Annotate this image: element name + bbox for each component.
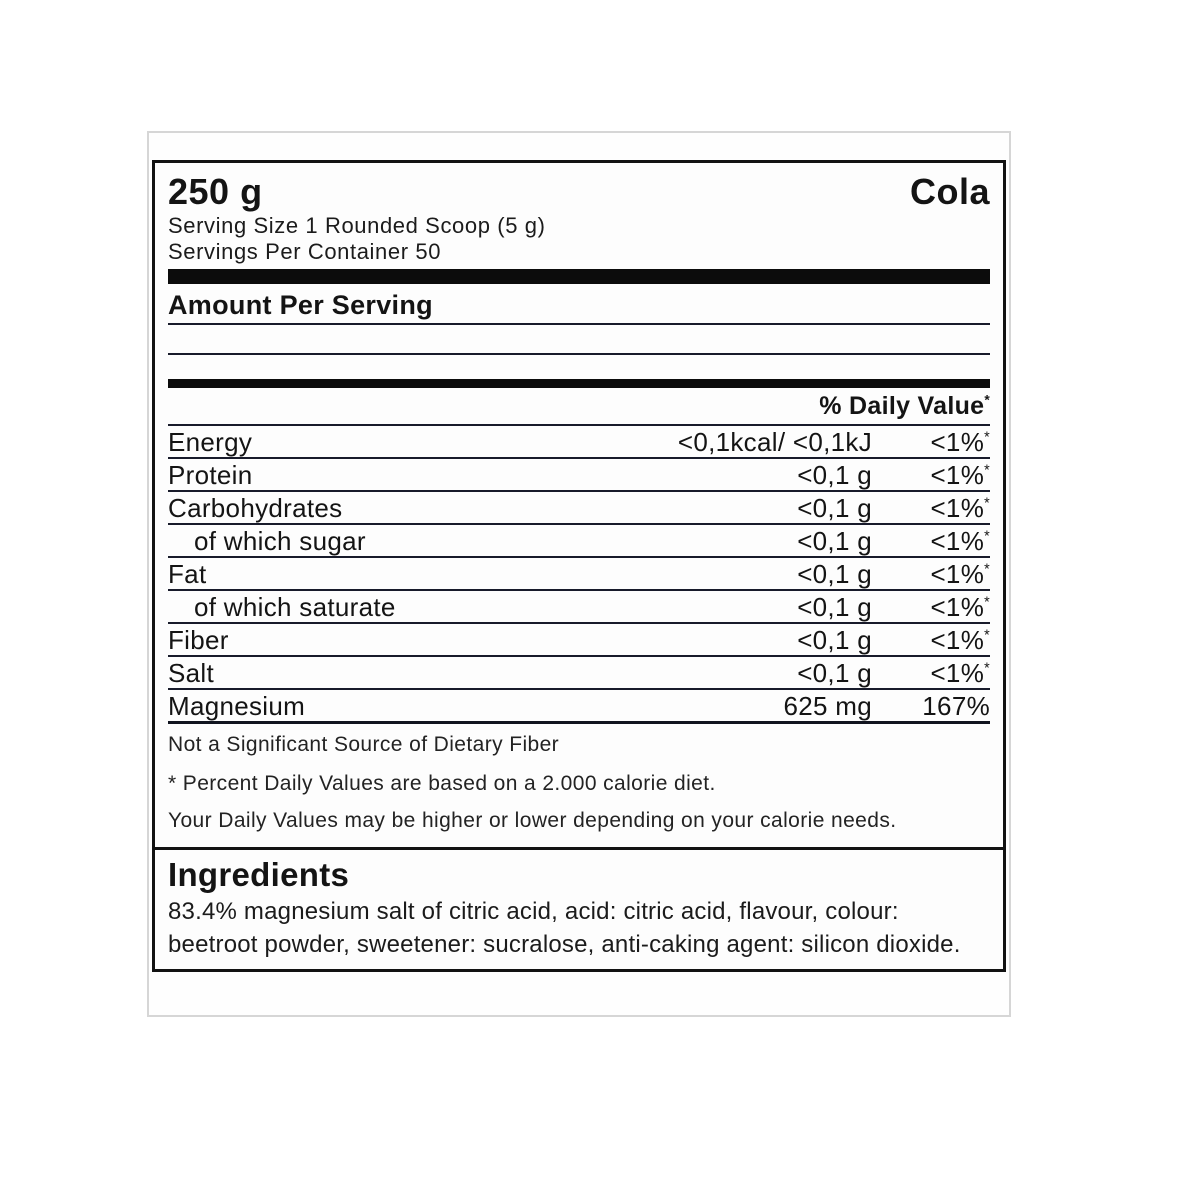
nutrient-amount: <0,1 g [797, 526, 872, 556]
daily-value-asterisk: * [984, 594, 990, 611]
nutrient-amount: <0,1 g [797, 625, 872, 655]
nutrition-facts-panel: 250 g Cola Serving Size 1 Rounded Scoop … [152, 160, 1006, 850]
nutrient-amount: <0,1kcal/ <0,1kJ [677, 427, 872, 457]
nutrient-row: Fiber <0,1 g <1%* [168, 624, 990, 657]
nutrient-row: of which saturate <0,1 g <1%* [168, 591, 990, 624]
ingredients-heading: Ingredients [168, 856, 350, 893]
nutrient-row: Energy <0,1kcal/ <0,1kJ <1%* [168, 426, 990, 459]
nutrient-daily-value: <1%* [930, 460, 990, 490]
empty-row-2 [168, 355, 990, 379]
nutrient-daily-value: <1%* [930, 658, 990, 688]
nutrient-row: Magnesium 625 mg 167% [168, 690, 990, 724]
nutrient-name: Energy [168, 427, 253, 457]
net-weight: 250 g [168, 171, 263, 212]
divider-bar-medium [168, 379, 990, 388]
nutrient-amount: <0,1 g [797, 592, 872, 622]
daily-value-asterisk: * [984, 561, 990, 578]
nutrient-amount: <0,1 g [797, 658, 872, 688]
panel-header: 250 g Cola [168, 171, 990, 213]
nutrient-row: of which sugar <0,1 g <1%* [168, 525, 990, 558]
daily-value-asterisk: * [984, 627, 990, 644]
nutrient-daily-value: <1%* [930, 427, 990, 457]
ingredients-panel: Ingredients 83.4% magnesium salt of citr… [152, 847, 1006, 972]
daily-value-asterisk: * [984, 528, 990, 545]
nutrition-rows: Energy <0,1kcal/ <0,1kJ <1%* Protein <0,1 g <… [168, 426, 990, 724]
daily-values-disclaimer: Your Daily Values may be higher or lower… [168, 809, 897, 832]
daily-value-header: % Daily Value* [168, 388, 990, 426]
percent-daily-values-note: * Percent Daily Values are based on a 2.… [168, 772, 716, 795]
nutrient-name: Fiber [168, 625, 229, 655]
nutrient-daily-value: <1%* [930, 493, 990, 523]
daily-value-asterisk: * [984, 429, 990, 446]
serving-size: Serving Size 1 Rounded Scoop (5 g) [168, 213, 546, 238]
nutrient-amount: <0,1 g [797, 559, 872, 589]
daily-value-asterisk: * [984, 660, 990, 677]
nutrient-row: Protein <0,1 g <1%* [168, 459, 990, 492]
nutrient-row: Fat <0,1 g <1%* [168, 558, 990, 591]
nutrient-name: of which sugar [194, 526, 366, 556]
nutrient-daily-value: <1%* [930, 592, 990, 622]
nutrient-daily-value: <1%* [930, 559, 990, 589]
nutrient-name: Protein [168, 460, 253, 490]
nutrient-amount: <0,1 g [797, 460, 872, 490]
nutrient-daily-value: <1%* [930, 625, 990, 655]
nutrient-name: of which saturate [194, 592, 396, 622]
ingredients-text: 83.4% magnesium salt of citric acid, aci… [168, 898, 961, 958]
empty-row-1 [168, 325, 990, 355]
servings-per-container: Servings Per Container 50 [168, 239, 442, 264]
nutrient-daily-value: 167% [922, 691, 990, 721]
daily-value-asterisk: * [984, 462, 990, 479]
nutrient-name: Fat [168, 559, 207, 589]
flavor-name: Cola [909, 171, 990, 212]
fiber-note: Not a Significant Source of Dietary Fibe… [168, 733, 560, 756]
nutrient-daily-value: <1%* [930, 526, 990, 556]
daily-value-asterisk: * [984, 495, 990, 512]
divider-bar-thick [168, 269, 990, 284]
nutrient-name: Salt [168, 658, 215, 688]
nutrient-amount: <0,1 g [797, 493, 872, 523]
daily-value-header-text: % Daily Value [819, 392, 985, 420]
nutrient-row: Salt <0,1 g <1%* [168, 657, 990, 690]
nutrient-amount: 625 mg [783, 691, 872, 721]
nutrient-name: Carbohydrates [168, 493, 343, 523]
amount-per-serving-label: Amount Per Serving [168, 284, 990, 325]
nutrient-name: Magnesium [168, 691, 306, 721]
label-sheet: 250 g Cola Serving Size 1 Rounded Scoop … [147, 131, 1011, 1017]
nutrient-row: Carbohydrates <0,1 g <1%* [168, 492, 990, 525]
daily-value-header-asterisk: * [984, 392, 990, 408]
